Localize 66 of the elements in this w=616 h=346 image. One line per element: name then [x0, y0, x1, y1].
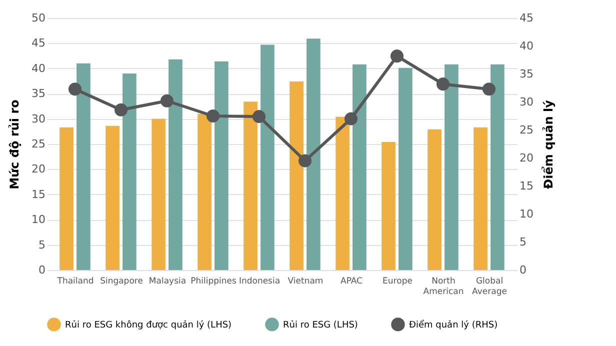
bar — [306, 38, 320, 270]
legend-label: Điểm quản lý (RHS) — [409, 319, 498, 330]
bar — [474, 127, 488, 270]
bar — [290, 82, 304, 270]
bar — [214, 61, 228, 270]
x-tick-label: Singapore — [100, 276, 143, 286]
y2-tick-label: 10 — [520, 208, 534, 220]
x-tick-label: APAC — [340, 276, 363, 286]
bar — [444, 64, 458, 270]
x-tick-label: Malaysia — [148, 276, 186, 286]
legend-label: Rủi ro ESG (LHS) — [283, 319, 358, 330]
point — [68, 82, 82, 96]
y-tick-label: 10 — [32, 213, 46, 226]
x-tick-label: Vietnam — [288, 276, 324, 286]
bar — [352, 64, 366, 270]
y2-tick-label: 25 — [520, 124, 534, 136]
y-tick-label: 25 — [32, 138, 46, 150]
y2-tick-label: 0 — [520, 264, 526, 276]
point — [390, 50, 404, 63]
y-tick-label: 15 — [32, 188, 46, 201]
y2-axis-title: Điểm quản lý — [541, 100, 556, 189]
x-tick-label: Global Average — [472, 276, 507, 297]
y-tick-label: 45 — [32, 36, 46, 50]
bar — [106, 126, 120, 270]
x-tick-label: Indonesia — [238, 276, 280, 286]
bar — [336, 116, 350, 270]
point — [436, 78, 450, 91]
bar — [122, 73, 136, 270]
y-tick-label: 5 — [38, 238, 46, 252]
point — [482, 82, 496, 96]
x-tick-label: Europe — [382, 276, 412, 286]
bar — [60, 127, 74, 270]
y2-tick-label: 15 — [520, 180, 534, 192]
bar — [398, 68, 412, 270]
y-tick-label: 50 — [32, 12, 46, 24]
point — [252, 110, 266, 124]
bar — [152, 118, 166, 270]
point — [114, 103, 128, 116]
x-tick-label: Philippines — [190, 276, 237, 286]
y-axis-title: Mức độ rủi ro — [8, 100, 22, 190]
y2-tick-label: 30 — [520, 96, 534, 108]
bar — [198, 114, 212, 270]
x-tick-label: Thailand — [56, 276, 94, 286]
y2-tick-label: 45 — [520, 12, 534, 24]
bar — [490, 64, 504, 270]
bar — [168, 59, 182, 270]
y-tick-label: 40 — [32, 62, 46, 75]
point — [298, 154, 312, 168]
point — [160, 94, 174, 108]
y-tick-label: 35 — [32, 87, 46, 100]
y-tick-label: 20 — [32, 162, 46, 176]
x-tick-label: North American — [423, 276, 464, 297]
legend-label: Rủi ro ESG không được quản lý (LHS) — [65, 319, 232, 330]
point — [344, 112, 358, 126]
y2-tick-label: 20 — [520, 152, 534, 164]
bar — [244, 102, 258, 270]
y2-tick-label: 5 — [520, 236, 526, 248]
y2-tick-label: 40 — [520, 40, 534, 52]
y-tick-label: 30 — [32, 112, 46, 126]
y-tick-label: 0 — [38, 264, 46, 276]
point — [206, 109, 220, 123]
bar — [260, 44, 274, 270]
bar — [76, 63, 90, 270]
bar — [428, 129, 442, 270]
bar — [382, 142, 396, 270]
y2-tick-label: 35 — [520, 68, 534, 80]
